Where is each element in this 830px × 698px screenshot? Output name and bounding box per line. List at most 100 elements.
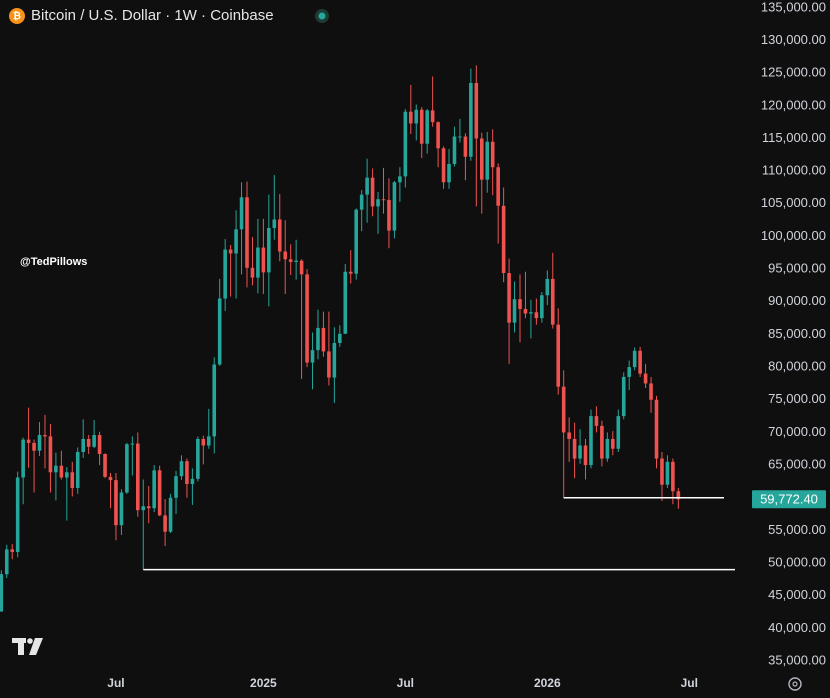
candle-body [59, 465, 64, 478]
candle-body [228, 249, 233, 254]
y-tick-label: 35,000.00 [768, 652, 826, 667]
candle-body [556, 324, 561, 387]
candle-body [654, 399, 659, 459]
candle-body [283, 251, 288, 260]
candle-body [452, 136, 457, 164]
candle-body [665, 461, 670, 485]
y-tick-label: 115,000.00 [762, 130, 826, 145]
candle-body [485, 141, 490, 180]
candle-body [392, 182, 397, 231]
y-tick-label: 70,000.00 [768, 424, 826, 439]
chart-title: Bitcoin / U.S. Dollar · 1W · Coinbase [31, 7, 274, 24]
candle-body [398, 176, 402, 183]
candle-body [288, 259, 293, 262]
candle-body [540, 295, 544, 319]
candle-body [671, 461, 675, 492]
candle-body [10, 549, 15, 552]
candle-body [676, 491, 681, 500]
candle-body [501, 205, 506, 274]
tv-logo-dot [27, 638, 33, 644]
candle-body [643, 373, 648, 384]
settings-icon[interactable] [788, 677, 802, 691]
candle-body [365, 177, 369, 195]
candle-body [256, 247, 260, 278]
candle-body [523, 308, 528, 314]
candle-body [223, 249, 227, 299]
candle-body [212, 364, 217, 437]
candle-body [0, 574, 4, 612]
candle-body [321, 327, 326, 352]
candle-body [54, 465, 58, 473]
candle-body [474, 82, 479, 139]
y-tick-label: 80,000.00 [768, 359, 826, 374]
candle-body [157, 470, 162, 516]
candle-body [65, 472, 69, 478]
candle-body [103, 453, 107, 477]
candle-body [43, 435, 47, 437]
candle-body [130, 443, 135, 445]
candle-body [179, 461, 184, 477]
candle-body [327, 351, 331, 378]
candle-body [496, 167, 500, 206]
candle-body [261, 247, 266, 273]
y-tick-label: 40,000.00 [768, 620, 826, 635]
candle-body [600, 425, 604, 459]
x-tick-label: Jul [107, 676, 124, 690]
candle-body [490, 141, 495, 168]
y-tick-label: 110,000.00 [762, 163, 826, 178]
candle-body [37, 435, 42, 451]
tv-logo-slash [29, 638, 43, 655]
candle-body [163, 515, 167, 532]
candle-body [299, 260, 304, 275]
candle-body [234, 229, 238, 254]
candle-body [310, 350, 315, 363]
candle-body [616, 416, 621, 449]
x-tick-label: Jul [681, 676, 698, 690]
candle-body [359, 194, 364, 210]
candle-body [376, 199, 380, 207]
candle-body [583, 445, 588, 466]
y-tick-label: 95,000.00 [768, 261, 826, 276]
y-tick-label: 120,000.00 [761, 97, 826, 112]
y-tick-label: 100,000.00 [761, 228, 826, 243]
y-tick-label: 45,000.00 [768, 587, 826, 602]
candle-body [441, 148, 446, 183]
settings-icon-center[interactable] [792, 681, 798, 687]
candle-body [512, 299, 517, 323]
candle-body [561, 386, 566, 433]
candle-body [168, 497, 173, 532]
candle-body [21, 439, 25, 478]
candle-body [611, 438, 615, 449]
candle-body [469, 82, 473, 157]
candle-body [409, 111, 413, 124]
bitcoin-icon-glyph: ₿ [13, 10, 21, 22]
candle-body [141, 506, 146, 511]
candle-body [578, 445, 582, 459]
bitcoin-icon [9, 8, 25, 24]
candle-body [294, 260, 298, 262]
candle-body [430, 110, 435, 123]
candle-body [507, 273, 511, 323]
x-tick-label: 2025 [250, 676, 277, 690]
candle-body [48, 436, 53, 473]
y-tick-label: 65,000.00 [768, 457, 826, 472]
candle-body [206, 436, 211, 446]
candle-body [594, 416, 599, 426]
candle-body [217, 298, 222, 365]
tv-logo-stem [18, 638, 24, 655]
candle-body [447, 163, 451, 183]
candle-body [272, 219, 277, 228]
candle-body [70, 472, 75, 488]
candle-body [245, 197, 249, 268]
candle-body [605, 438, 610, 459]
candle-body [239, 197, 244, 230]
candle-body [348, 271, 353, 274]
candle-body [185, 461, 189, 485]
candle-body [550, 278, 555, 325]
candle-body [92, 435, 96, 447]
candle-body [26, 439, 31, 443]
candle-body [518, 299, 522, 309]
candle-body [305, 274, 309, 363]
